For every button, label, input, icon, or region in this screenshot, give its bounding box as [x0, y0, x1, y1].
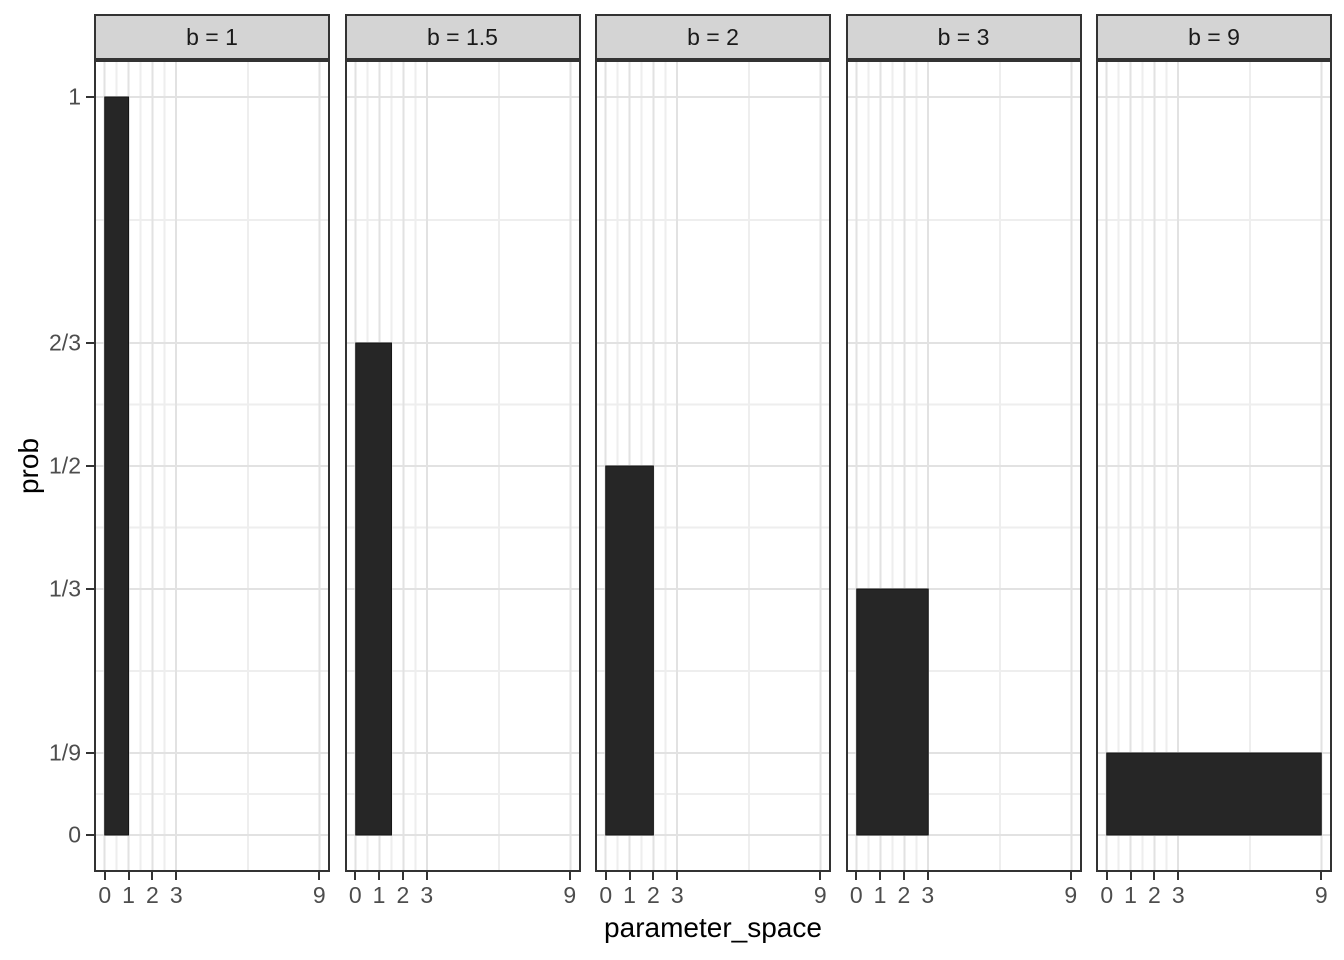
x-tick-mark — [819, 872, 822, 880]
bar — [1106, 752, 1322, 836]
y-tick-label: 1 — [68, 83, 81, 110]
facet-strip: b = 3 — [845, 14, 1082, 60]
x-tick-label: 1 — [122, 882, 135, 908]
x-tick-label: 3 — [169, 882, 183, 908]
x-tick-mark — [902, 872, 905, 880]
panel-plot-area — [1096, 60, 1332, 872]
x-tick-mark — [1129, 872, 1132, 880]
x-tick-label: 1 — [873, 882, 887, 908]
y-tick-mark — [86, 341, 94, 344]
x-tick-label: 0 — [849, 882, 863, 908]
x-tick-mark — [568, 872, 571, 880]
panel-border — [595, 60, 831, 872]
x-tick-label: 9 — [813, 882, 827, 908]
x-tick-mark — [1320, 872, 1323, 880]
x-tick-label: 0 — [1100, 882, 1114, 908]
facet-panel: b = 1.5 0 1 2 3 9 — [344, 14, 581, 960]
panel-border — [344, 60, 581, 872]
x-tick-mark — [1105, 872, 1108, 880]
x-tick-label: 9 — [563, 882, 577, 908]
facet-strip: b = 2 — [595, 14, 831, 60]
facet-strip-label: b = 1.5 — [427, 23, 498, 50]
x-tick-mark — [604, 872, 607, 880]
panel-border — [845, 60, 1082, 872]
x-tick-mark — [1177, 872, 1180, 880]
x-tick-label: 1 — [372, 882, 386, 908]
bar — [354, 342, 392, 836]
facet-strip-label: b = 2 — [687, 23, 739, 50]
x-tick-mark — [855, 872, 858, 880]
y-tick-mark — [86, 465, 94, 467]
y-tick-label: 1/9 — [49, 739, 81, 766]
facet-strip-label: b = 9 — [1188, 23, 1240, 50]
x-tick-label: 2 — [145, 882, 159, 908]
x-tick-label: 3 — [921, 882, 935, 908]
facet-strip-label: b = 3 — [937, 23, 990, 50]
x-tick-label: 9 — [1314, 882, 1328, 908]
x-tick-mark — [354, 872, 357, 880]
panel-plot-area — [94, 60, 330, 872]
x-tick-label: 2 — [646, 882, 660, 908]
x-tick-mark — [628, 872, 631, 880]
x-tick-mark — [401, 872, 404, 880]
y-tick-label: 0 — [68, 821, 81, 848]
bar — [104, 96, 130, 836]
x-tick-label: 1 — [1124, 882, 1137, 908]
x-tick-label: 9 — [312, 882, 326, 908]
panel-border — [1096, 60, 1332, 872]
x-tick-label: 3 — [420, 882, 434, 908]
panel-plot-area — [595, 60, 831, 872]
x-tick-mark — [879, 872, 882, 880]
x-tick-label: 0 — [599, 882, 613, 908]
x-tick-label: 2 — [897, 882, 911, 908]
x-tick-mark — [926, 872, 929, 880]
facet-strip-label: b = 1 — [186, 23, 238, 50]
x-tick-label: 2 — [1147, 882, 1161, 908]
x-tick-mark — [103, 872, 106, 880]
x-tick-mark — [652, 872, 655, 880]
x-tick-mark — [425, 872, 428, 880]
panel-plot-area — [845, 60, 1082, 872]
y-tick-label: 1/2 — [49, 452, 81, 479]
x-tick-mark — [127, 872, 130, 880]
x-tick-mark — [676, 872, 679, 880]
x-tick-label: 0 — [98, 882, 112, 908]
x-tick-mark — [151, 872, 154, 880]
x-tick-label: 3 — [670, 882, 684, 908]
facet-strip: b = 1 — [94, 14, 330, 60]
x-tick-mark — [1153, 872, 1156, 880]
bar — [855, 588, 929, 836]
x-tick-mark — [175, 872, 178, 880]
y-tick-mark — [86, 752, 94, 754]
y-tick-mark — [86, 834, 94, 836]
x-tick-label: 3 — [1171, 882, 1185, 908]
panel-border — [94, 60, 330, 872]
x-tick-mark — [378, 872, 381, 880]
y-tick-mark — [86, 96, 94, 98]
panel-plot-area — [344, 60, 581, 872]
y-tick-label: 2/3 — [49, 329, 81, 356]
x-tick-mark — [1069, 872, 1072, 880]
x-tick-label: 2 — [396, 882, 410, 908]
x-tick-label: 9 — [1064, 882, 1078, 908]
x-tick-label: 1 — [623, 882, 636, 908]
facet-strip: b = 1.5 — [344, 14, 581, 60]
y-tick-label: 1/3 — [49, 575, 81, 602]
x-tick-mark — [318, 872, 321, 880]
facet-strip: b = 9 — [1096, 14, 1332, 60]
x-tick-label: 0 — [348, 882, 362, 908]
bar — [605, 465, 654, 836]
y-axis: 0 1/9 1/3 1/2 2/3 1 — [0, 0, 94, 960]
y-tick-mark — [86, 588, 94, 590]
x-axis-title: parameter_space — [604, 912, 822, 943]
